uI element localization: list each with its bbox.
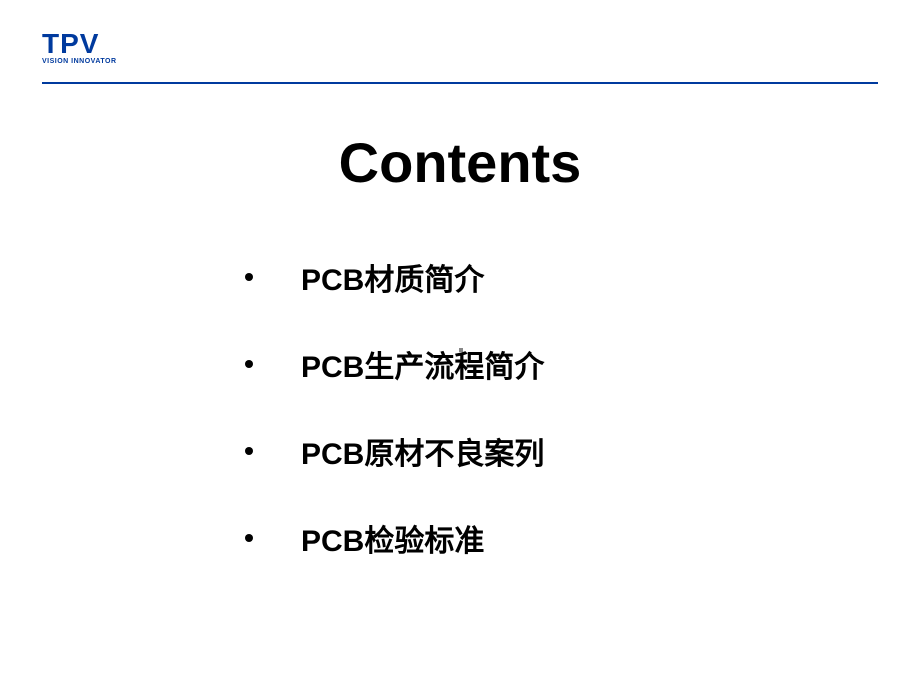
- list-item: PCB材质简介: [245, 255, 544, 299]
- logo-area: TPV VISION INNOVATOR: [42, 28, 117, 65]
- list-item-label: PCB生产流程简介: [301, 342, 544, 386]
- bullet-icon: [245, 273, 253, 281]
- list-item-label: PCB原材不良案列: [301, 429, 544, 473]
- page-title: Contents: [0, 130, 920, 195]
- bullet-icon: [245, 534, 253, 542]
- bullet-icon: [245, 447, 253, 455]
- list-item: PCB生产流程简介: [245, 342, 544, 386]
- center-marker: [459, 348, 463, 352]
- bullet-icon: [245, 360, 253, 368]
- list-item-label: PCB检验标准: [301, 516, 484, 560]
- header-divider: [42, 82, 878, 84]
- logo-text: TPV: [42, 28, 117, 60]
- list-item-label: PCB材质简介: [301, 255, 484, 299]
- list-item: PCB原材不良案列: [245, 429, 544, 473]
- list-item: PCB检验标准: [245, 516, 544, 560]
- logo-tagline: VISION INNOVATOR: [42, 58, 117, 65]
- contents-list: PCB材质简介 PCB生产流程简介 PCB原材不良案列 PCB检验标准: [245, 255, 544, 603]
